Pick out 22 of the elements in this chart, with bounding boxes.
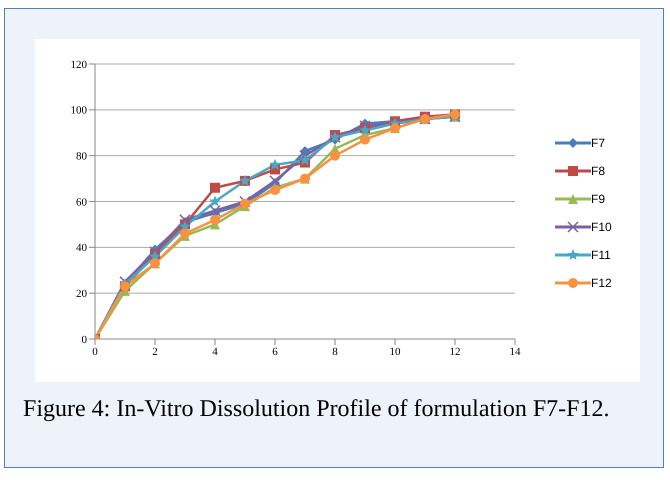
y-tick-label: 60 [76, 196, 88, 208]
legend-label: F9 [591, 192, 606, 206]
legend-label: F7 [591, 136, 606, 150]
x-tick-label: 0 [92, 346, 98, 358]
x-tick-label: 2 [152, 346, 158, 358]
x-tick-label: 4 [212, 346, 218, 358]
legend-label: F11 [591, 248, 611, 262]
y-tick-label: 40 [76, 242, 88, 254]
x-tick-label: 14 [510, 346, 521, 358]
x-tick-label: 6 [272, 346, 278, 358]
legend-label: F8 [591, 164, 606, 178]
x-tick-label: 10 [390, 346, 401, 358]
y-tick-label: 0 [82, 334, 88, 346]
x-tick-label: 12 [450, 346, 460, 358]
y-tick-label: 120 [70, 58, 88, 71]
caption: Figure 4: In-Vitro Dissolution Profile of formulation F7-F12. [23, 395, 611, 424]
y-tick-label: 100 [70, 104, 88, 117]
y-tick-label: 80 [76, 150, 88, 163]
y-tick-label: 20 [76, 288, 88, 300]
legend-label: F12 [591, 276, 612, 290]
x-tick-label: 8 [332, 346, 338, 358]
legend-label: F10 [591, 220, 612, 234]
